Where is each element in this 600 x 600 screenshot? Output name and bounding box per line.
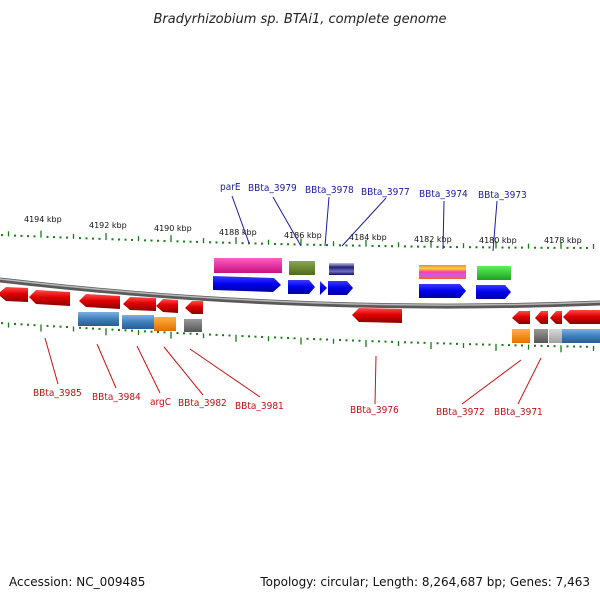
kbp-label-4186: 4186 kbp bbox=[284, 231, 322, 240]
top-gene-labels: parE BBta_3979 BBta_3978 BBta_3977 BBta_… bbox=[220, 182, 527, 201]
top-label-leaders bbox=[231, 195, 498, 252]
gene-feature-argc[interactable] bbox=[154, 317, 176, 331]
gene-label-bbta3978[interactable]: BBta_3978 bbox=[305, 185, 354, 196]
kbp-label-4188: 4188 kbp bbox=[219, 228, 257, 237]
gene-label-bbta3982[interactable]: BBta_3982 bbox=[178, 398, 227, 409]
gene-label-bbta3974[interactable]: BBta_3974 bbox=[419, 189, 468, 200]
gene-label-pare[interactable]: parE bbox=[220, 182, 241, 193]
kbp-label-4180: 4180 kbp bbox=[479, 236, 517, 245]
gene-feature-bbta3972[interactable] bbox=[512, 329, 530, 343]
bottom-gene-labels: BBta_3985 BBta_3984 argC BBta_3982 BBta_… bbox=[33, 388, 543, 418]
gene-feature-pare[interactable] bbox=[214, 258, 282, 273]
gene-arrow-reverse[interactable] bbox=[563, 310, 600, 324]
gene-label-bbta3972[interactable]: BBta_3972 bbox=[436, 407, 485, 418]
gene-arrow-reverse[interactable] bbox=[352, 308, 402, 323]
kbp-label-4194: 4194 kbp bbox=[24, 215, 62, 224]
chart-title: Bradyrhizobium sp. BTAi1, complete genom… bbox=[153, 12, 446, 27]
gene-label-argc[interactable]: argC bbox=[150, 397, 171, 408]
gene-feature-bbta3974[interactable] bbox=[419, 265, 466, 279]
gene-feature-bbta3978[interactable] bbox=[329, 263, 354, 275]
gene-arrow-reverse[interactable] bbox=[512, 311, 530, 324]
gene-feature-bbta3979[interactable] bbox=[289, 261, 315, 275]
gene-arrow-forward[interactable] bbox=[320, 281, 327, 295]
gene-feature-bbta3984[interactable] bbox=[78, 312, 119, 326]
gene-arrow-reverse[interactable] bbox=[0, 287, 28, 302]
gene-label-bbta3981[interactable]: BBta_3981 bbox=[235, 401, 284, 412]
gene-arrow-forward[interactable] bbox=[328, 281, 353, 295]
gene-feature-bbta3981[interactable] bbox=[184, 319, 202, 332]
gene-arrow-reverse[interactable] bbox=[123, 297, 156, 311]
gene-arrow-reverse[interactable] bbox=[156, 299, 178, 313]
topology-text: Topology: circular; Length: 8,264,687 bp… bbox=[259, 575, 590, 589]
gene-label-bbta3984[interactable]: BBta_3984 bbox=[92, 392, 141, 403]
gene-feature-light[interactable] bbox=[549, 329, 562, 343]
kbp-label-4192: 4192 kbp bbox=[89, 221, 127, 230]
gene-arrow-forward[interactable] bbox=[213, 276, 281, 292]
gene-arrow-forward[interactable] bbox=[419, 284, 466, 298]
gene-feature-bbta3971[interactable] bbox=[534, 329, 548, 343]
genome-backbone bbox=[0, 277, 600, 309]
kbp-label-4182: 4182 kbp bbox=[414, 235, 452, 244]
gene-label-bbta3973[interactable]: BBta_3973 bbox=[478, 190, 527, 201]
kbp-label-4178: 4178 kbp bbox=[544, 236, 582, 245]
gene-feature-steel[interactable] bbox=[562, 329, 600, 343]
gene-arrow-forward[interactable] bbox=[288, 280, 315, 294]
gene-feature-bbta3973[interactable] bbox=[477, 266, 511, 280]
gene-label-bbta3977[interactable]: BBta_3977 bbox=[361, 187, 410, 198]
gene-label-bbta3979[interactable]: BBta_3979 bbox=[248, 183, 297, 194]
gene-arrow-reverse[interactable] bbox=[29, 290, 70, 306]
gene-label-bbta3985[interactable]: BBta_3985 bbox=[33, 388, 82, 399]
gene-label-bbta3976[interactable]: BBta_3976 bbox=[350, 405, 399, 416]
gene-arrow-reverse[interactable] bbox=[550, 311, 562, 324]
gene-arrow-forward[interactable] bbox=[476, 285, 511, 299]
gene-label-bbta3971[interactable]: BBta_3971 bbox=[494, 407, 543, 418]
kbp-label-4184: 4184 kbp bbox=[349, 233, 387, 242]
accession-text: Accession: NC_009485 bbox=[9, 575, 145, 589]
bottom-label-leaders bbox=[44, 337, 542, 405]
gene-arrow-reverse[interactable] bbox=[535, 311, 548, 324]
kbp-labels: 4194 kbp 4192 kbp 4190 kbp 4188 kbp 4186… bbox=[24, 215, 582, 245]
gene-arrow-reverse[interactable] bbox=[185, 301, 203, 314]
gene-arrow-reverse[interactable] bbox=[79, 294, 120, 309]
gene-feature-bbta3983[interactable] bbox=[122, 315, 154, 329]
bottom-tick-scale bbox=[1, 322, 595, 353]
kbp-label-4190: 4190 kbp bbox=[154, 224, 192, 233]
